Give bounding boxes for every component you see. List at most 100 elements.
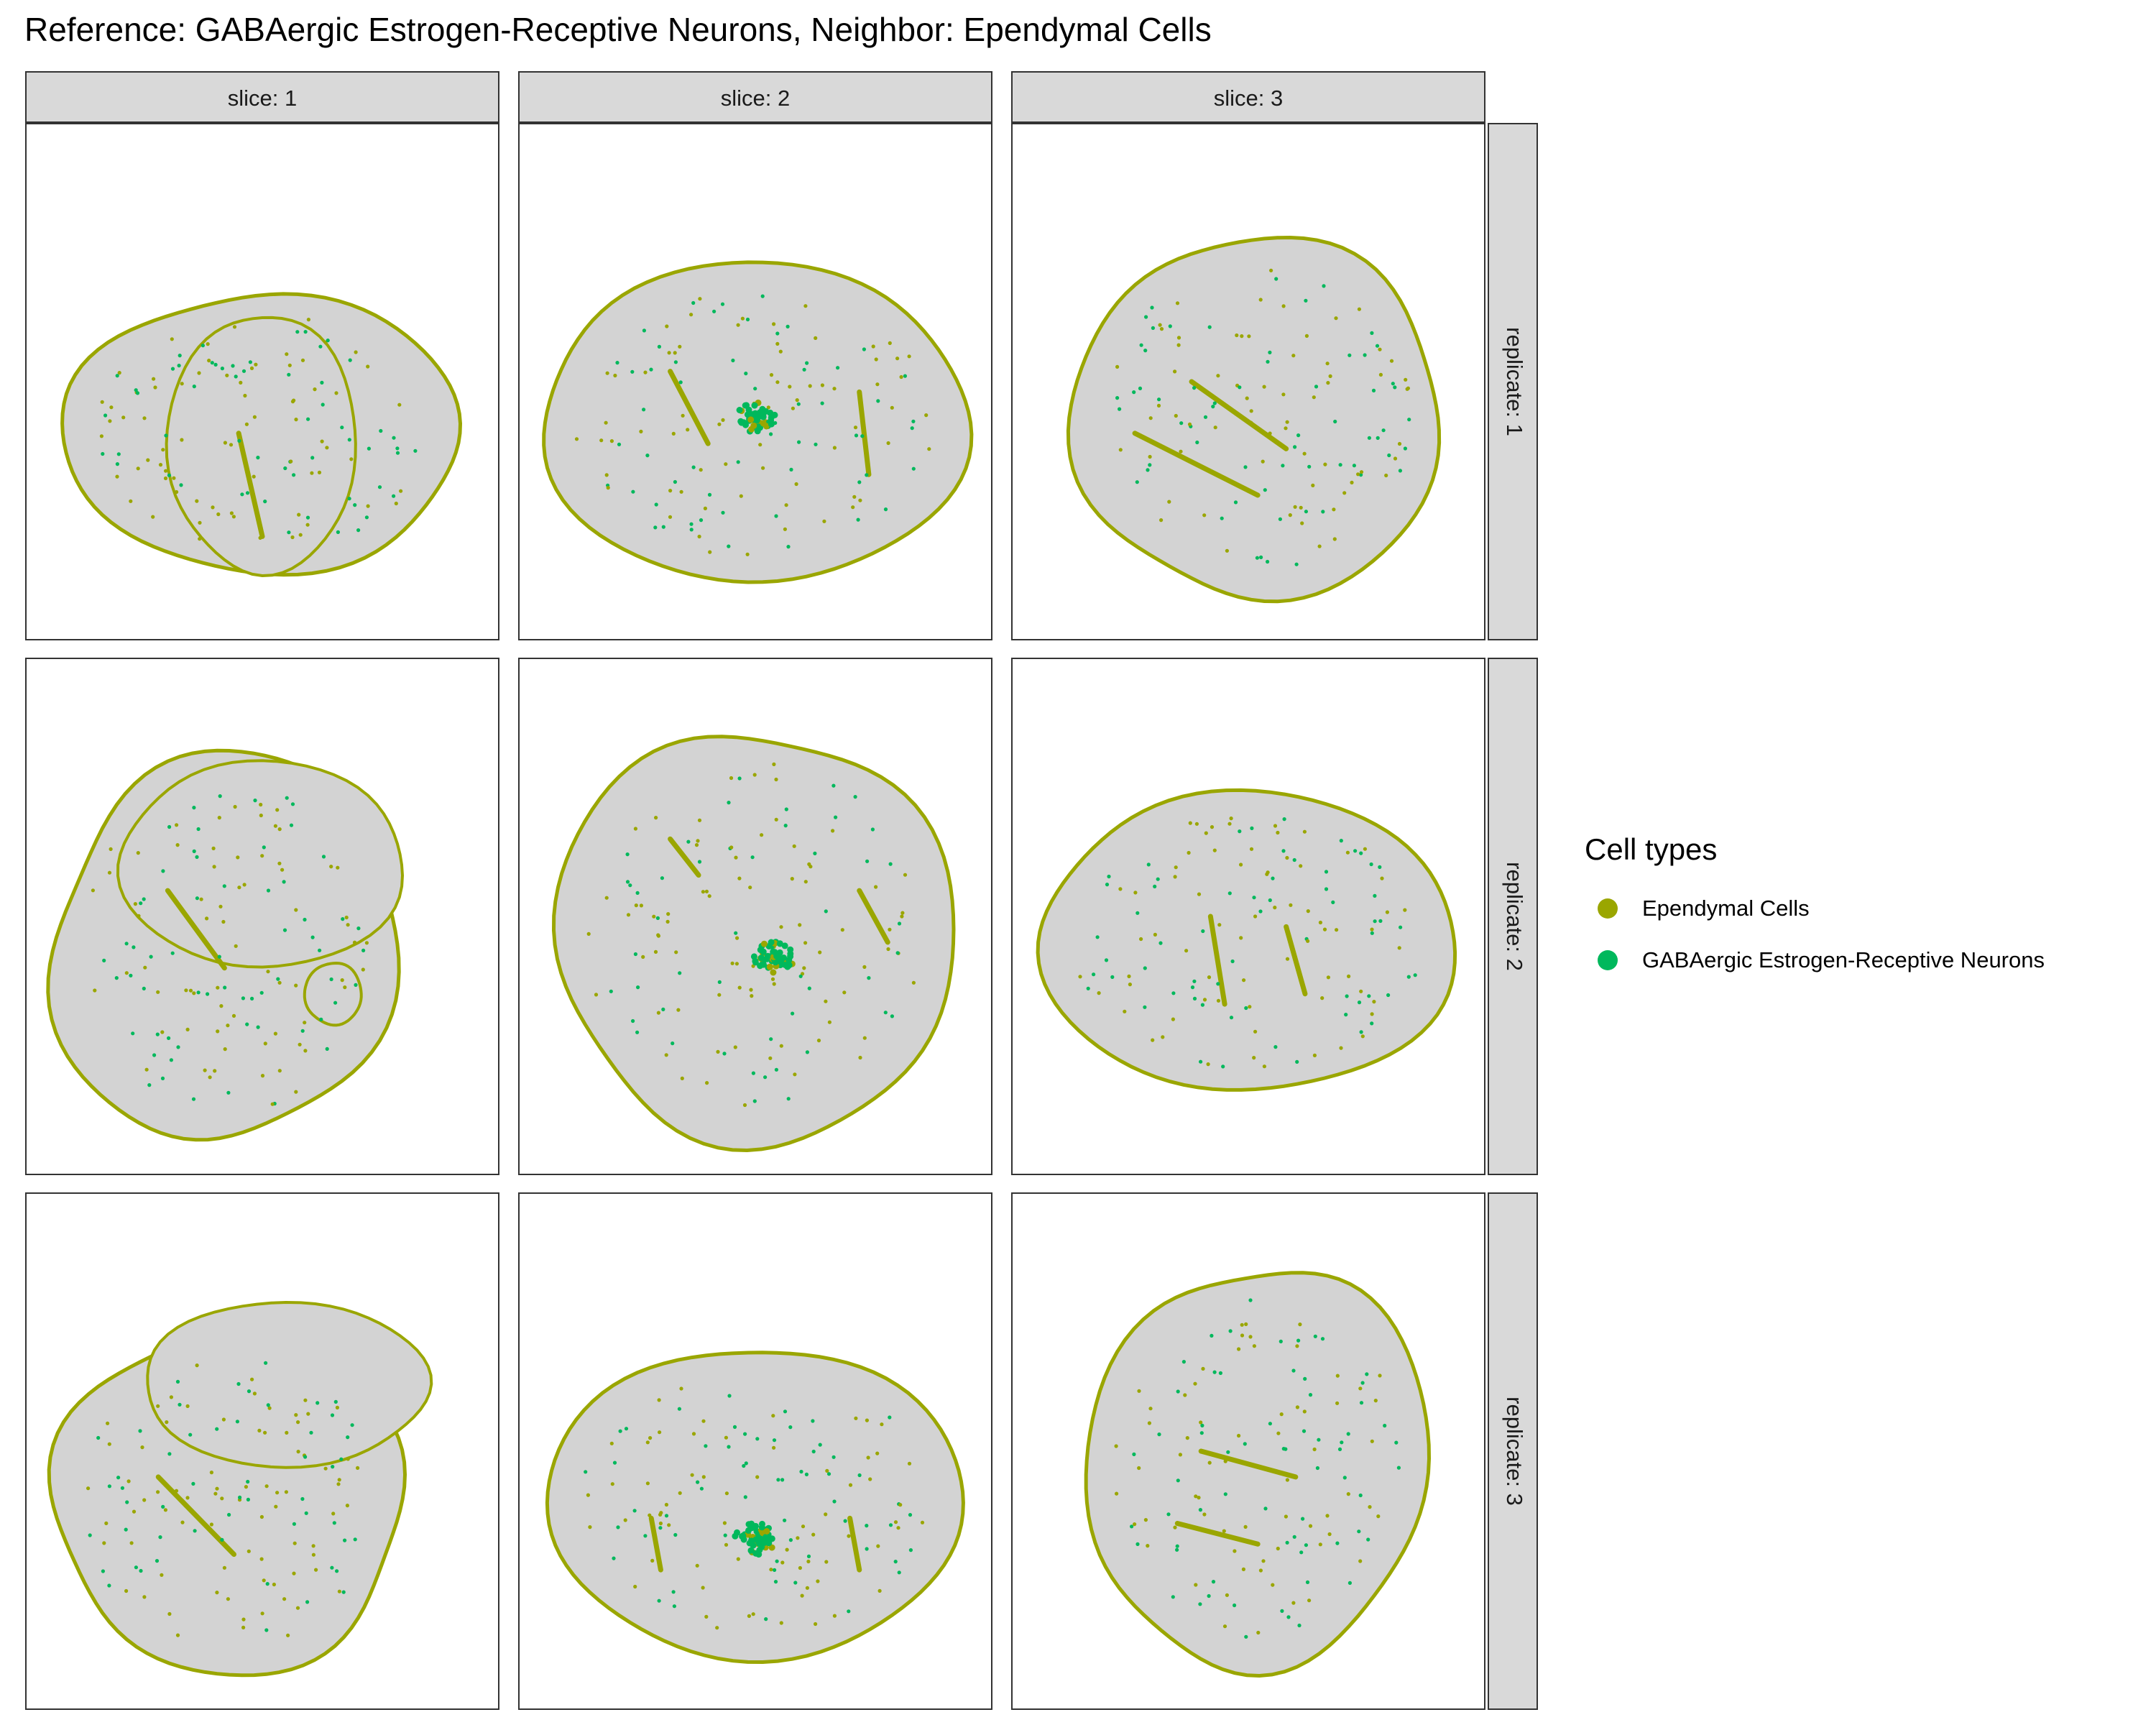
ependymal-cell-point [136,851,140,855]
ependymal-cell-point [802,966,806,970]
ependymal-cell-point [783,527,787,531]
gabaergic-cell-point [147,1083,152,1087]
ependymal-cell-point [1245,396,1249,400]
gabaergic-cell-point [175,1379,180,1384]
ependymal-cell-point [626,913,631,917]
ependymal-cell-point [144,1067,149,1072]
ependymal-cell-point [1222,1529,1226,1533]
gabaergic-cell-point [1192,386,1197,390]
ependymal-cell-point [653,949,658,954]
ependymal-cell-point [895,356,900,361]
tissue-section [551,735,956,1153]
gabaergic-cell-point [642,408,646,412]
gabaergic-cell-point [220,366,224,371]
ependymal-cell-point [865,1418,869,1422]
gabaergic-cell-point [657,1598,661,1603]
gabaergic-cell-point [772,1438,777,1443]
ependymal-cell-point [1187,422,1192,427]
gabaergic-cell-point [287,530,291,535]
gabaergic-cell-point [139,1568,143,1573]
gabaergic-cell-point [689,522,694,526]
gabaergic-cell-point [395,451,400,455]
gabaergic-cell-point [124,1527,128,1532]
ependymal-cell-point [1239,862,1243,867]
ependymal-cell-point [656,934,661,938]
gabaergic-cell-point [1282,817,1286,822]
gabaergic-cell-point [1324,887,1329,891]
ependymal-cell-point [737,876,742,880]
gabaergic-cell-point [1143,966,1147,970]
gabaergic-cluster-point [763,408,770,415]
ependymal-cell-point [229,511,234,515]
ependymal-cell-point [790,877,794,881]
ependymal-cell-point [599,438,604,443]
ependymal-cell-point [336,865,340,870]
gabaergic-cluster-point [758,1524,765,1531]
gabaergic-cell-point [331,1465,335,1469]
gabaergic-cell-point [1367,994,1371,998]
ependymal-cell-point [274,1504,278,1509]
gabaergic-cell-point [413,448,418,453]
strip-replicate-2: replicate: 2 [1488,658,1538,1175]
gabaergic-cell-point [226,1090,231,1095]
ependymal-cell-point [1242,978,1246,983]
ependymal-cell-point [1179,449,1183,454]
ependymal-cell-point [740,316,745,321]
ependymal-cell-point [1247,334,1251,339]
gabaergic-cell-point [303,917,307,922]
gabaergic-cell-point [292,473,296,477]
ependymal-cell-point [211,846,216,850]
gabaergic-cell-point [1344,1013,1348,1017]
gabaergic-cell-point [1338,463,1342,467]
gabaergic-cell-point [139,901,143,906]
ependymal-cell-point [779,1621,783,1625]
gabaergic-cell-point [303,330,308,334]
gabaergic-cell-point [814,442,818,446]
ependymal-cell-point [634,903,638,908]
ependymal-cell-point [195,499,199,503]
ependymal-cell-point [1212,848,1217,852]
gabaergic-cell-point [1135,1542,1140,1546]
gabaergic-cluster-point [754,428,761,435]
ependymal-cell-point [107,1442,111,1446]
ependymal-cell-point [346,1457,350,1461]
ependymal-cell-point [399,489,403,493]
gabaergic-cell-point [367,446,371,451]
ependymal-cell-point [203,1068,207,1072]
gabaergic-cluster-point [768,1544,775,1551]
gabaergic-cell-point [862,347,866,351]
gabaergic-cell-point [1212,401,1217,405]
gabaergic-cell-point [897,1570,901,1575]
ependymal-cell-point [216,512,221,517]
ependymal-cell-point [1147,1421,1151,1425]
gabaergic-cell-point [911,419,916,423]
gabaergic-cell-point [1376,436,1380,441]
gabaergic-cell-point [1104,958,1109,962]
gabaergic-cell-point [865,473,869,477]
gabaergic-cell-point [1346,1432,1350,1436]
ependymal-cell-point [586,1493,591,1497]
gabaergic-cell-point [677,1407,682,1411]
gabaergic-cluster-point [765,1540,773,1547]
gabaergic-cell-point [1367,436,1371,440]
ependymal-cell-point [241,1617,246,1622]
ependymal-cell-point [847,1534,851,1538]
gabaergic-cell-point [223,985,227,990]
ependymal-cell-point [648,1436,653,1440]
gabaergic-cell-point [856,518,860,522]
gabaergic-cell-point [625,880,630,884]
ependymal-cell-point [1240,1322,1244,1327]
ependymal-cell-point [1240,1333,1245,1338]
ependymal-cell-point [1123,1009,1127,1013]
panel-replicate-1-slice-3 [1011,123,1485,640]
ependymal-cell-point [175,1633,180,1637]
ependymal-cell-point [645,1481,650,1486]
gabaergic-cell-point [1230,959,1235,964]
gabaergic-cell-point [805,361,809,365]
ependymal-cell-point [184,988,188,993]
gabaergic-cell-point [1286,1615,1291,1619]
gabaergic-cell-point [1296,433,1301,438]
gabaergic-cell-point [831,1455,836,1459]
ependymal-cell-point [761,466,765,470]
gabaergic-cell-point [860,434,865,438]
